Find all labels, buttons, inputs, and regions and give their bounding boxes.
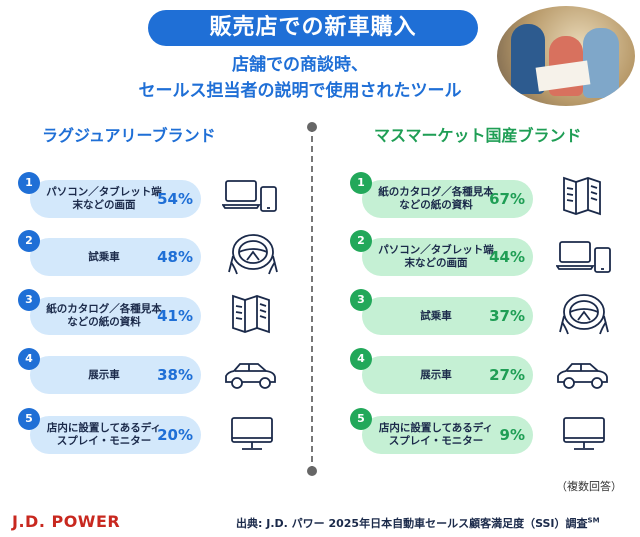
item-percentage: 9%: [499, 426, 525, 444]
service-mark: SM: [587, 516, 600, 525]
subtitle: 店舗での商談時、 セールス担当者の説明で使用されたツール: [80, 52, 520, 104]
item-label: 紙のカタログ／各種見本などの紙の資料: [46, 303, 162, 328]
laptop-tablet-icon: [555, 236, 612, 280]
item-percentage: 48%: [157, 248, 193, 266]
luxury-brand-heading: ラグジュアリーブランド: [42, 126, 216, 145]
source-citation: 出典: J.D. パワー 2025年日本自動車セールス顧客満足度（SSI）調査S…: [236, 515, 600, 531]
mass-item-3: 3 試乗車 37%: [350, 289, 533, 335]
item-label: 店内に設置してあるディスプレイ・モニター: [46, 422, 162, 447]
laptop-tablet-icon: [221, 175, 278, 219]
item-percentage: 41%: [157, 307, 193, 325]
mass-item-1: 1 紙のカタログ／各種見本などの紙の資料 67%: [350, 172, 533, 218]
item-label: 展示車: [420, 368, 452, 381]
rank-badge: 4: [18, 348, 40, 370]
item-percentage: 38%: [157, 366, 193, 384]
item-percentage: 27%: [489, 366, 525, 384]
item-percentage: 54%: [157, 190, 193, 208]
item-percentage: 37%: [489, 307, 525, 325]
monitor-icon: [556, 412, 612, 456]
item-label: パソコン／タブレット端末などの画面: [378, 244, 494, 269]
luxury-item-2: 2 試乗車 48%: [18, 230, 201, 276]
jd-power-logo: J.D. POWER: [12, 512, 121, 531]
item-percentage: 44%: [489, 248, 525, 266]
item-label: 展示車: [88, 368, 120, 381]
rank-badge: 5: [350, 408, 372, 430]
rank-badge: 4: [350, 348, 372, 370]
item-label: 店内に設置してあるディスプレイ・モニター: [378, 422, 494, 447]
luxury-item-1: 1 パソコン／タブレット端末などの画面 54%: [18, 172, 201, 218]
rank-badge: 1: [18, 172, 40, 194]
mass-item-4: 4 展示車 27%: [350, 348, 533, 394]
item-percentage: 20%: [157, 426, 193, 444]
mass-item-2: 2 パソコン／タブレット端末などの画面 44%: [350, 230, 533, 276]
multiple-answer-note: （複数回答）: [556, 480, 622, 493]
rank-badge: 3: [18, 289, 40, 311]
luxury-item-3: 3 紙のカタログ／各種見本などの紙の資料 41%: [18, 289, 201, 335]
mass-market-brand-heading: マスマーケット国産ブランド: [374, 126, 582, 145]
rank-badge: 2: [18, 230, 40, 252]
item-label: 試乗車: [88, 250, 120, 263]
item-label: パソコン／タブレット端末などの画面: [46, 186, 162, 211]
car-icon: [222, 352, 278, 396]
rank-badge: 3: [350, 289, 372, 311]
column-divider: [307, 122, 317, 476]
item-label: 紙のカタログ／各種見本などの紙の資料: [378, 186, 494, 211]
rank-badge: 1: [350, 172, 372, 194]
monitor-icon: [224, 412, 280, 456]
rank-badge: 2: [350, 230, 372, 252]
steering-wheel-icon: [225, 232, 281, 276]
source-text: 出典: J.D. パワー 2025年日本自動車セールス顧客満足度（SSI）調査: [236, 517, 588, 530]
page-title: 販売店での新車購入: [148, 10, 478, 46]
item-label: 試乗車: [420, 309, 452, 322]
steering-wheel-icon: [556, 292, 612, 336]
luxury-item-4: 4 展示車 38%: [18, 348, 201, 394]
subtitle-line-2: セールス担当者の説明で使用されたツール: [138, 81, 462, 101]
brochure-icon: [556, 174, 612, 218]
car-icon: [554, 352, 610, 396]
salesperson-customers-photo: [497, 6, 635, 106]
luxury-item-5: 5 店内に設置してあるディスプレイ・モニター 20%: [18, 408, 201, 454]
mass-item-5: 5 店内に設置してあるディスプレイ・モニター 9%: [350, 408, 533, 454]
item-percentage: 67%: [489, 190, 525, 208]
brochure-icon: [225, 292, 281, 336]
subtitle-line-1: 店舗での商談時、: [232, 55, 368, 75]
rank-badge: 5: [18, 408, 40, 430]
